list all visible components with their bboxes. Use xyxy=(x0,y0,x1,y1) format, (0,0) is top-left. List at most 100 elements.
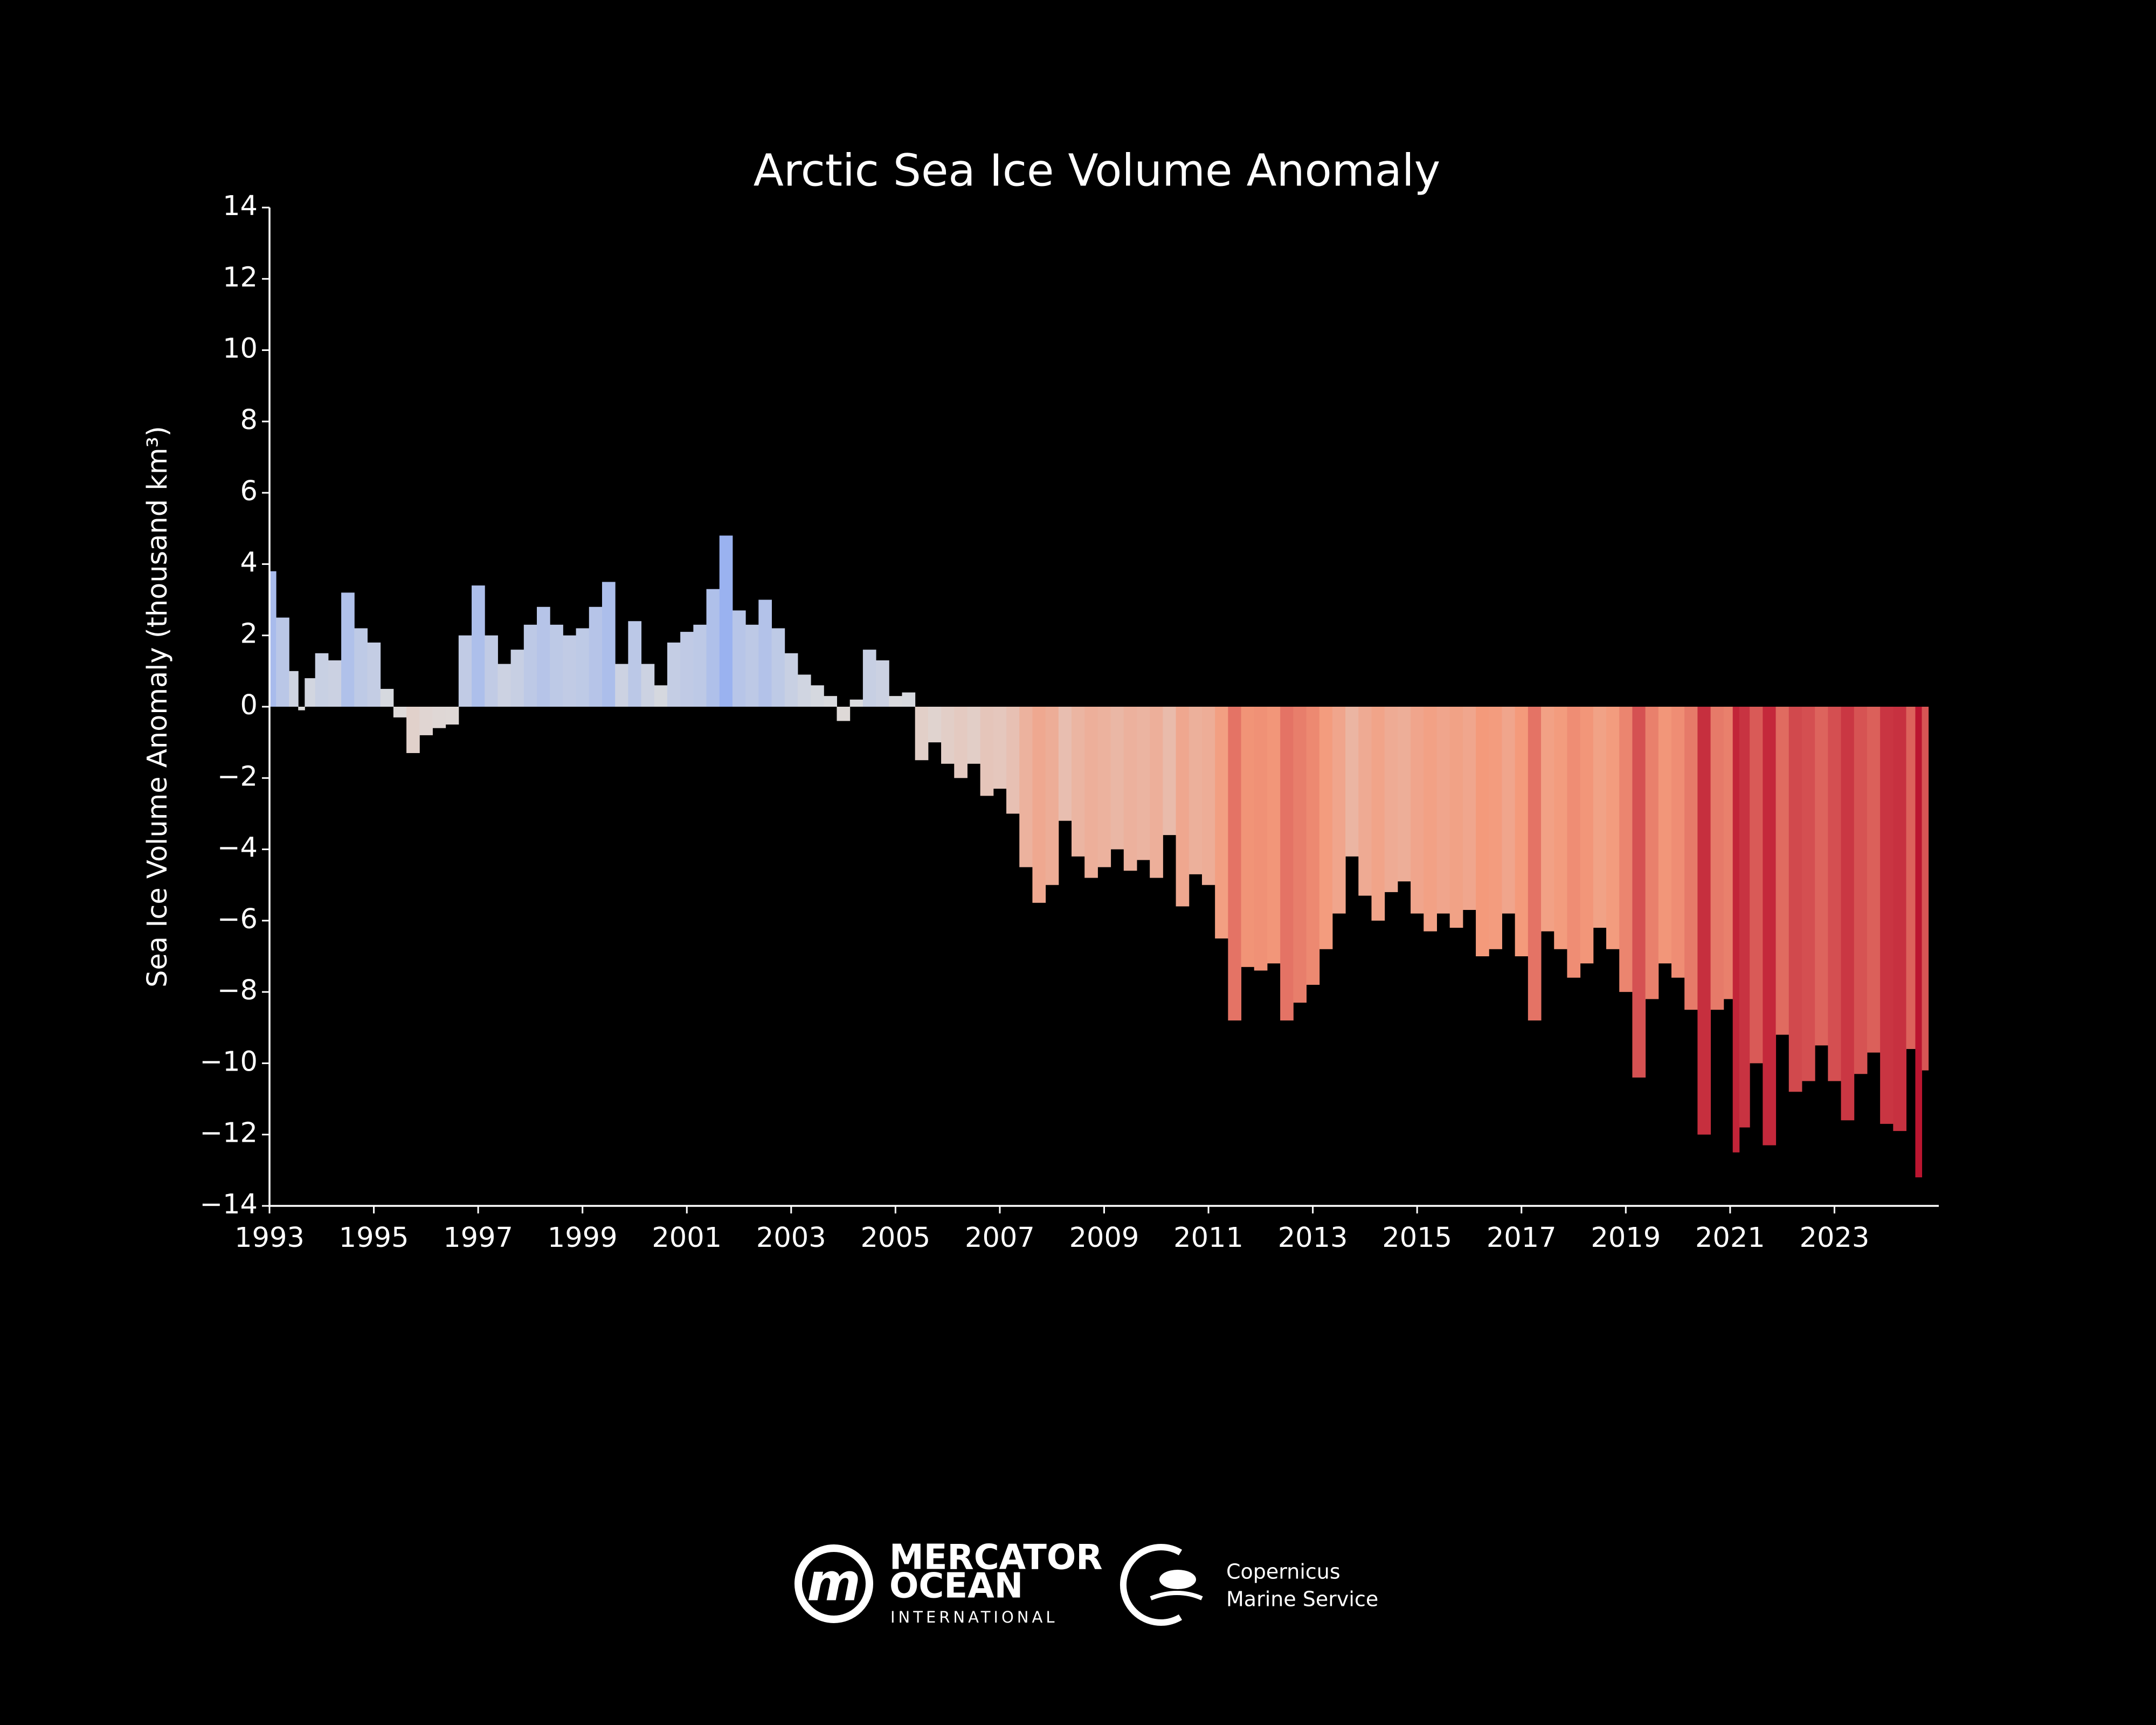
anomaly-stripe xyxy=(1684,707,1698,1010)
anomaly-stripe xyxy=(680,632,694,707)
anomaly-stripe xyxy=(1880,707,1894,1124)
anomaly-stripe xyxy=(380,688,394,707)
anomaly-stripe xyxy=(1922,707,1929,1071)
anomaly-stripe xyxy=(1449,707,1463,928)
anomaly-stripe xyxy=(1893,707,1907,1131)
anomaly-stripe xyxy=(1462,707,1476,910)
anomaly-stripe xyxy=(1915,707,1923,1178)
anomaly-stripe xyxy=(902,692,916,707)
anomaly-stripe xyxy=(1436,707,1450,914)
anomaly-stripe xyxy=(445,707,459,725)
anomaly-stripe xyxy=(458,635,472,707)
anomaly-stripe xyxy=(289,671,299,707)
anomaly-stripe xyxy=(811,685,824,707)
anomaly-stripe xyxy=(628,621,642,707)
anomaly-stripe xyxy=(419,707,433,735)
logo-text: MERCATOR xyxy=(889,1538,1103,1578)
anomaly-stripe xyxy=(993,707,1007,789)
anomaly-stripe xyxy=(941,707,955,764)
anomaly-stripe xyxy=(550,624,563,707)
anomaly-stripe xyxy=(784,653,798,707)
anomaly-stripe xyxy=(432,707,446,728)
anomaly-stripe xyxy=(1801,707,1815,1081)
y-tick-label: 4 xyxy=(240,547,258,578)
anomaly-stripe xyxy=(732,610,746,707)
anomaly-stripe xyxy=(1163,707,1177,836)
anomaly-stripe xyxy=(654,685,668,707)
logo-text: Copernicus xyxy=(1226,1560,1340,1584)
y-tick-label: 0 xyxy=(240,689,258,721)
x-tick-label: 2021 xyxy=(1695,1222,1765,1254)
anomaly-stripe xyxy=(537,606,550,707)
anomaly-stripe xyxy=(1697,707,1711,1135)
anomaly-stripe xyxy=(1332,707,1346,914)
anomaly-stripe xyxy=(1293,707,1307,1003)
anomaly-stripe xyxy=(341,592,355,707)
anomaly-stripe xyxy=(1084,707,1098,878)
anomaly-stripe xyxy=(393,707,407,717)
anomaly-stripe xyxy=(1732,707,1740,1153)
anomaly-stripe xyxy=(1815,707,1828,1046)
y-tick-label: 10 xyxy=(223,333,258,365)
anomaly-stripe xyxy=(1241,707,1255,967)
x-tick-label: 2013 xyxy=(1278,1222,1348,1254)
anomaly-stripe xyxy=(706,589,720,707)
copernicus-logo: Copernicus Marine Service xyxy=(1120,1544,1378,1626)
anomaly-stripe xyxy=(1645,707,1659,999)
anomaly-stripe xyxy=(1567,707,1581,978)
anomaly-stripe xyxy=(771,628,785,707)
x-tick-label: 2005 xyxy=(860,1222,930,1254)
anomaly-stripe xyxy=(1541,707,1554,932)
anomaly-stripe xyxy=(497,664,512,707)
x-tick-label: 1993 xyxy=(234,1222,305,1254)
anomaly-stripe xyxy=(1658,707,1672,964)
anomaly-stripe xyxy=(1411,707,1424,914)
anomaly-stripe xyxy=(1788,707,1802,1092)
anomaly-stripe xyxy=(1515,707,1529,956)
anomaly-stripe xyxy=(1110,707,1124,850)
y-tick-label: −8 xyxy=(217,975,258,1006)
x-tick-label: 1995 xyxy=(339,1222,409,1254)
anomaly-stripe xyxy=(305,678,316,707)
anomaly-stripe xyxy=(1489,707,1502,949)
anomaly-stripe xyxy=(1306,707,1320,985)
anomaly-stripe xyxy=(276,617,289,707)
anomaly-stripe xyxy=(1593,707,1607,928)
anomaly-stripe xyxy=(1854,707,1868,1074)
anomaly-stripe xyxy=(1045,707,1059,885)
anomaly-stripe xyxy=(1201,707,1215,885)
anomaly-stripe xyxy=(1619,707,1633,992)
anomaly-stripe xyxy=(980,707,994,796)
anomaly-stripe xyxy=(1215,707,1228,939)
anomaly-stripe xyxy=(1906,707,1916,1049)
anomaly-stripe xyxy=(485,635,498,707)
anomaly-stripe xyxy=(472,585,485,707)
x-tick-label: 2009 xyxy=(1069,1222,1139,1254)
y-tick-label: −2 xyxy=(217,761,258,792)
x-tick-label: 2007 xyxy=(965,1222,1035,1254)
anomaly-stripe xyxy=(1019,707,1033,867)
anomaly-stripe xyxy=(849,699,863,707)
x-tick-label: 1997 xyxy=(443,1222,513,1254)
copernicus-fish xyxy=(1159,1570,1196,1589)
anomaly-stripe xyxy=(615,664,628,707)
y-tick-label: 14 xyxy=(223,190,258,222)
anomaly-stripe xyxy=(745,624,759,707)
anomaly-stripe xyxy=(367,642,381,707)
anomaly-stripe xyxy=(1867,707,1881,1053)
anomaly-stripe xyxy=(967,707,981,764)
anomaly-stripe xyxy=(1528,707,1542,1021)
anomaly-stripe xyxy=(328,660,342,707)
anomaly-stripe xyxy=(1254,707,1268,971)
anomaly-stripe xyxy=(928,707,942,743)
anomaly-stripe xyxy=(719,535,733,707)
y-tick-label: 8 xyxy=(240,404,258,436)
anomaly-stripe xyxy=(1228,707,1242,1021)
anomaly-stripe xyxy=(1723,707,1733,999)
copernicus-arc xyxy=(1120,1544,1183,1626)
anomaly-stripe xyxy=(1136,707,1150,860)
y-tick-label: −14 xyxy=(199,1189,258,1220)
y-axis-label: Sea Ice Volume Anomaly (thousand km³) xyxy=(142,426,174,988)
logo-text: INTERNATIONAL xyxy=(890,1608,1058,1626)
anomaly-stripe xyxy=(824,696,837,707)
